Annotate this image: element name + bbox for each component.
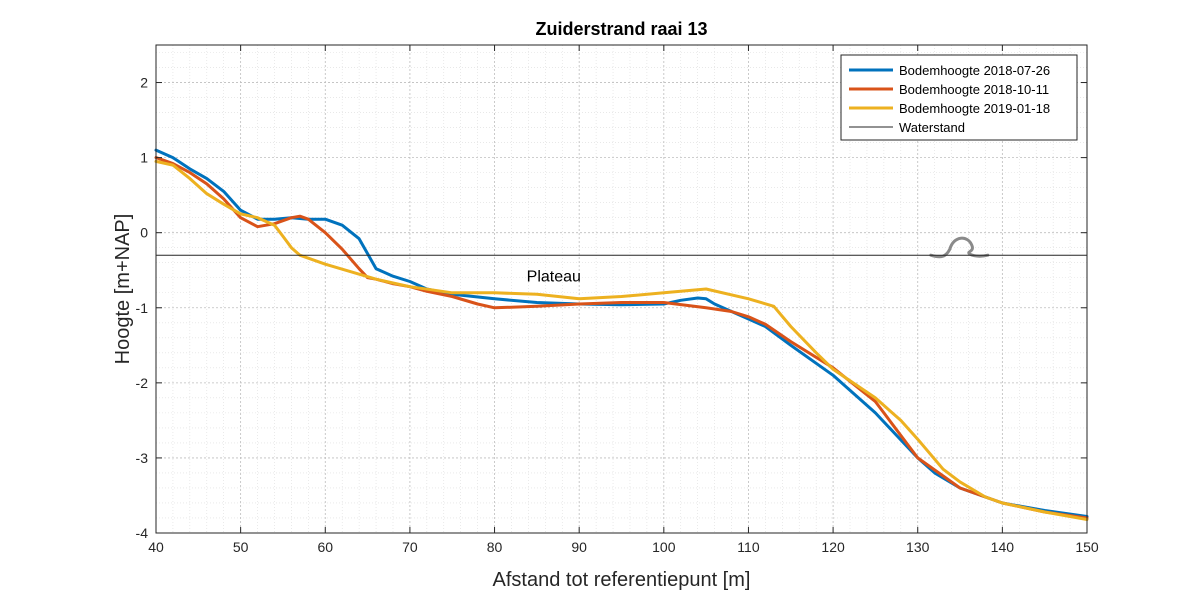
y-tick-label: -1 [136,300,149,316]
x-tick-label: 130 [906,539,930,555]
legend-label-2: Bodemhoogte 2018-10-11 [899,82,1049,97]
x-tick-label: 150 [1075,539,1099,555]
x-tick-label: 70 [402,539,418,555]
axes [155,44,1088,534]
legend-label-4: Waterstand [899,120,965,135]
wave-shape [929,236,990,259]
legend-label-3: Bodemhoogte 2019-01-18 [899,101,1050,116]
y-tick-label: -3 [136,450,149,466]
legend: Bodemhoogte 2018-07-26 Bodemhoogte 2018-1… [840,54,1078,141]
x-axis-title: Afstand tot referentiepunt [m] [493,569,751,591]
y-tick-label: 0 [140,225,148,241]
x-tick-label: 110 [737,539,760,555]
y-axis-title: Hoogte [m+NAP] [112,214,134,365]
x-tick-label: 60 [317,539,333,555]
grid [155,45,1088,534]
chart-title: Zuiderstrand raai 13 [535,19,707,39]
axes-box [155,44,1088,534]
y-tick-label: 1 [140,150,148,166]
plateau-annotation: Plateau [527,268,581,285]
wave-icon [929,236,990,259]
x-tick-label: 50 [233,539,249,555]
y-tick-label: -2 [136,375,149,391]
series-line-3 [154,159,1089,521]
x-tick-label: 120 [821,539,845,555]
y-tick-label: 2 [140,75,148,91]
x-tick-label: 80 [487,539,503,555]
y-tick-label: -4 [136,525,149,541]
x-tick-label: 40 [148,539,164,555]
legend-label-1: Bodemhoogte 2018-07-26 [899,63,1050,78]
x-tick-label: 140 [991,539,1015,555]
x-tick-label: 100 [652,539,676,555]
series-group [154,148,1089,521]
x-tick-label: 90 [571,539,587,555]
